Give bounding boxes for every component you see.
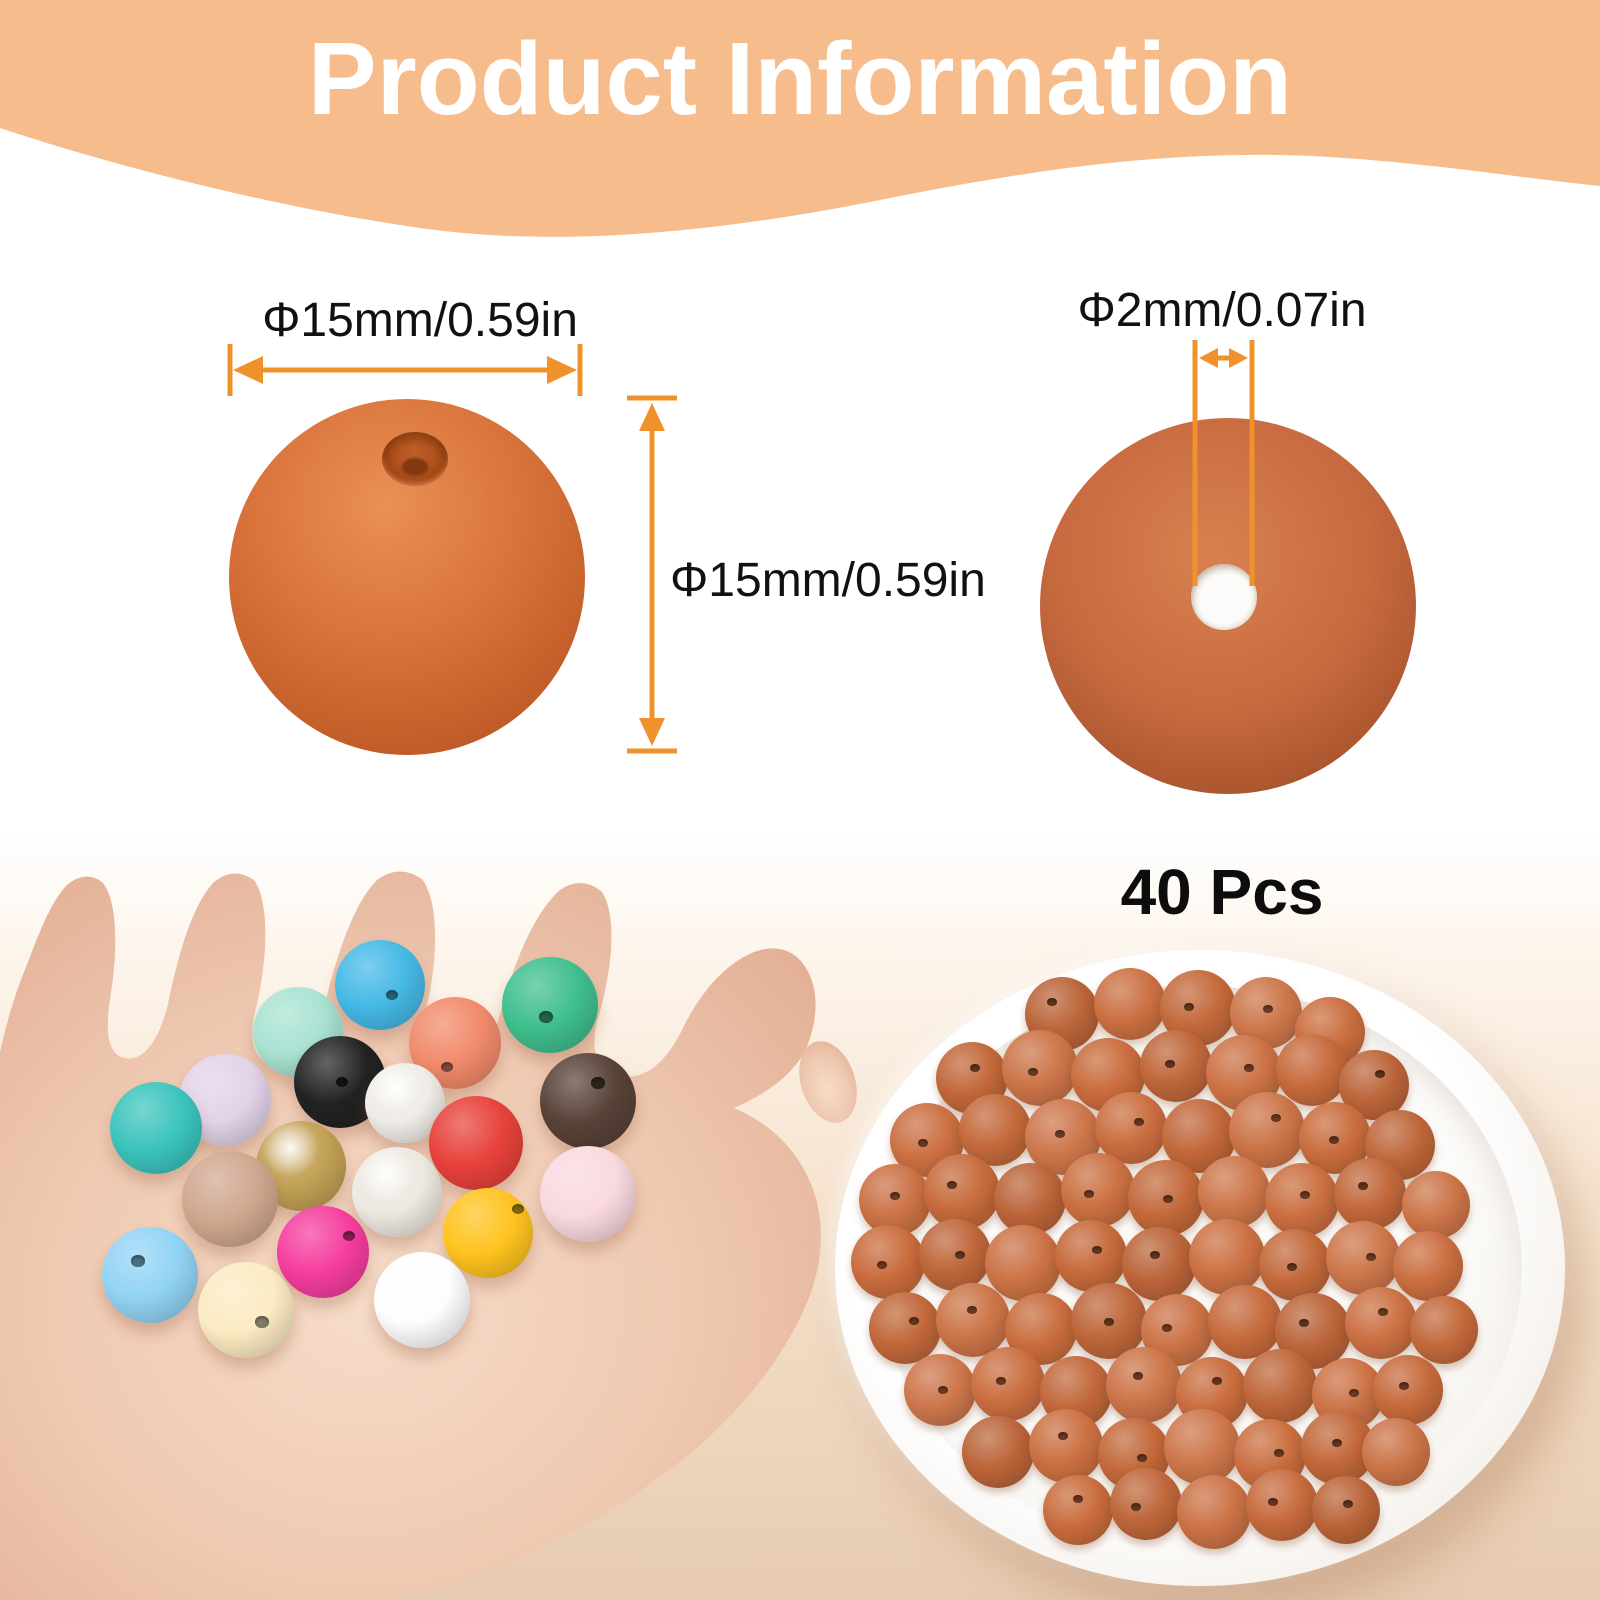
dimension-label-hole: Φ2mm/0.07in — [1077, 284, 1367, 337]
arrowhead-icon — [639, 718, 665, 746]
arrowhead-icon — [639, 403, 665, 431]
page-title: Product Information — [307, 21, 1293, 136]
dimension-label-diameter-side: Φ15mm/0.59in — [670, 554, 986, 607]
arrowhead-icon — [1229, 348, 1248, 368]
dimension-label-diameter-top: Φ15mm/0.59in — [262, 294, 578, 347]
bead-top-hole — [1191, 564, 1257, 630]
bead-front-view — [229, 399, 585, 755]
bead-front-hole-core — [402, 458, 428, 476]
bead-front-hole — [382, 432, 448, 486]
bowl-plate-inner — [878, 986, 1522, 1550]
quantity-label: 40 Pcs — [1120, 856, 1324, 928]
bead-top-view — [1040, 418, 1416, 794]
arrowhead-icon — [233, 356, 263, 384]
arrowhead-icon — [1199, 348, 1218, 368]
arrowhead-icon — [547, 356, 577, 384]
header-banner-wave — [0, 0, 1600, 237]
